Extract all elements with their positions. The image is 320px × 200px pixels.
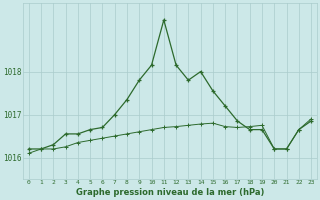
X-axis label: Graphe pression niveau de la mer (hPa): Graphe pression niveau de la mer (hPa) [76, 188, 264, 197]
